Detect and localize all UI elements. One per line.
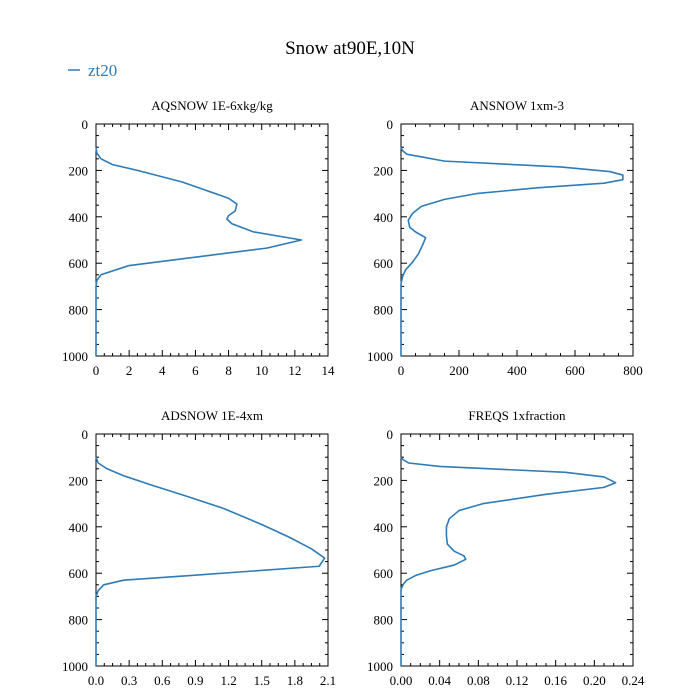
y-tick-label-ansnow: 1000	[367, 349, 393, 364]
y-tick-label-ansnow: 200	[374, 163, 394, 178]
x-tick-label-aqsnow: 0	[93, 363, 100, 378]
y-tick-label-adsnow: 1000	[62, 659, 88, 674]
y-tick-label-adsnow: 600	[69, 566, 89, 581]
y-tick-label-adsnow: 200	[69, 473, 89, 488]
y-tick-label-aqsnow: 800	[69, 303, 89, 318]
y-tick-label-ansnow: 0	[387, 117, 394, 132]
y-tick-label-adsnow: 400	[69, 520, 89, 535]
x-tick-label-adsnow: 1.2	[220, 673, 236, 688]
x-tick-label-aqsnow: 12	[288, 363, 301, 378]
x-tick-label-adsnow: 0.9	[187, 673, 203, 688]
y-tick-label-adsnow: 0	[82, 427, 89, 442]
y-tick-label-freqs: 1000	[367, 659, 393, 674]
panel-title-ansnow: ANSNOW 1xm-3	[470, 98, 564, 113]
y-tick-label-freqs: 0	[387, 427, 394, 442]
y-tick-label-adsnow: 800	[69, 613, 89, 628]
series-line-ansnow	[400, 146, 624, 356]
x-tick-label-ansnow: 200	[449, 363, 469, 378]
y-tick-label-ansnow: 600	[374, 256, 394, 271]
x-tick-label-freqs: 0.12	[506, 673, 529, 688]
y-tick-label-freqs: 600	[374, 566, 394, 581]
x-tick-label-freqs: 0.24	[622, 673, 645, 688]
figure-legend: zt20	[68, 61, 117, 80]
x-tick-label-adsnow: 0.6	[154, 673, 171, 688]
x-tick-label-ansnow: 400	[507, 363, 527, 378]
x-tick-label-aqsnow: 4	[159, 363, 166, 378]
x-tick-label-ansnow: 600	[565, 363, 585, 378]
panel-ansnow: ANSNOW 1xm-3 0 200 400 600 800 0 200 400 600 800 10…	[367, 98, 643, 378]
panel-frame-adsnow	[95, 433, 329, 667]
x-tick-label-aqsnow: 6	[192, 363, 199, 378]
panel-title-adsnow: ADSNOW 1E-4xm	[161, 408, 263, 423]
x-tick-label-freqs: 0.08	[467, 673, 490, 688]
panels-container: AQSNOW 1E-6xkg/kg 0 2 4 6 8 10 12 14 0 200 400 600 80…	[62, 98, 645, 688]
x-tick-label-aqsnow: 14	[322, 363, 336, 378]
series-line-adsnow	[95, 456, 326, 666]
x-tick-label-ansnow: 800	[623, 363, 643, 378]
y-tick-label-freqs: 800	[374, 613, 394, 628]
y-tick-label-ansnow: 800	[374, 303, 394, 318]
x-tick-label-adsnow: 1.5	[254, 673, 270, 688]
x-tick-label-aqsnow: 2	[126, 363, 133, 378]
series-line-aqsnow	[95, 147, 303, 356]
x-tick-label-ansnow: 0	[398, 363, 405, 378]
y-tick-label-aqsnow: 1000	[62, 349, 88, 364]
x-tick-label-freqs: 0.00	[390, 673, 413, 688]
panel-title-freqs: FREQS 1xfraction	[468, 408, 566, 423]
series-line-freqs	[400, 456, 617, 666]
panel-frame-aqsnow	[95, 123, 329, 357]
panel-aqsnow: AQSNOW 1E-6xkg/kg 0 2 4 6 8 10 12 14 0 200 400 600 80…	[62, 98, 335, 378]
x-tick-label-freqs: 0.04	[428, 673, 451, 688]
figure-title: Snow at90E,10N	[285, 38, 415, 59]
x-tick-label-aqsnow: 10	[255, 363, 268, 378]
y-tick-label-freqs: 400	[374, 520, 394, 535]
x-tick-label-adsnow: 1.8	[287, 673, 303, 688]
y-tick-label-ansnow: 400	[374, 210, 394, 225]
x-tick-label-freqs: 0.16	[544, 673, 567, 688]
x-tick-label-adsnow: 2.1	[320, 673, 336, 688]
y-tick-label-aqsnow: 200	[69, 163, 89, 178]
x-tick-label-freqs: 0.20	[583, 673, 606, 688]
y-tick-label-aqsnow: 400	[69, 210, 89, 225]
panel-freqs: FREQS 1xfraction 0.00 0.04 0.08 0.12 0.16 0.20…	[367, 408, 645, 688]
panel-adsnow: ADSNOW 1E-4xm 0.0 0.3 0.6 0.9 1.2 1.5 1.8 2.1 0 20…	[62, 408, 336, 688]
x-tick-label-adsnow: 0.3	[121, 673, 137, 688]
panel-title-aqsnow: AQSNOW 1E-6xkg/kg	[151, 98, 273, 113]
y-tick-label-aqsnow: 0	[82, 117, 89, 132]
y-tick-label-aqsnow: 600	[69, 256, 89, 271]
x-tick-label-aqsnow: 8	[225, 363, 232, 378]
legend-label: zt20	[88, 61, 117, 80]
y-tick-label-freqs: 200	[374, 473, 394, 488]
x-tick-label-adsnow: 0.0	[88, 673, 104, 688]
panel-frame-freqs	[400, 433, 634, 667]
